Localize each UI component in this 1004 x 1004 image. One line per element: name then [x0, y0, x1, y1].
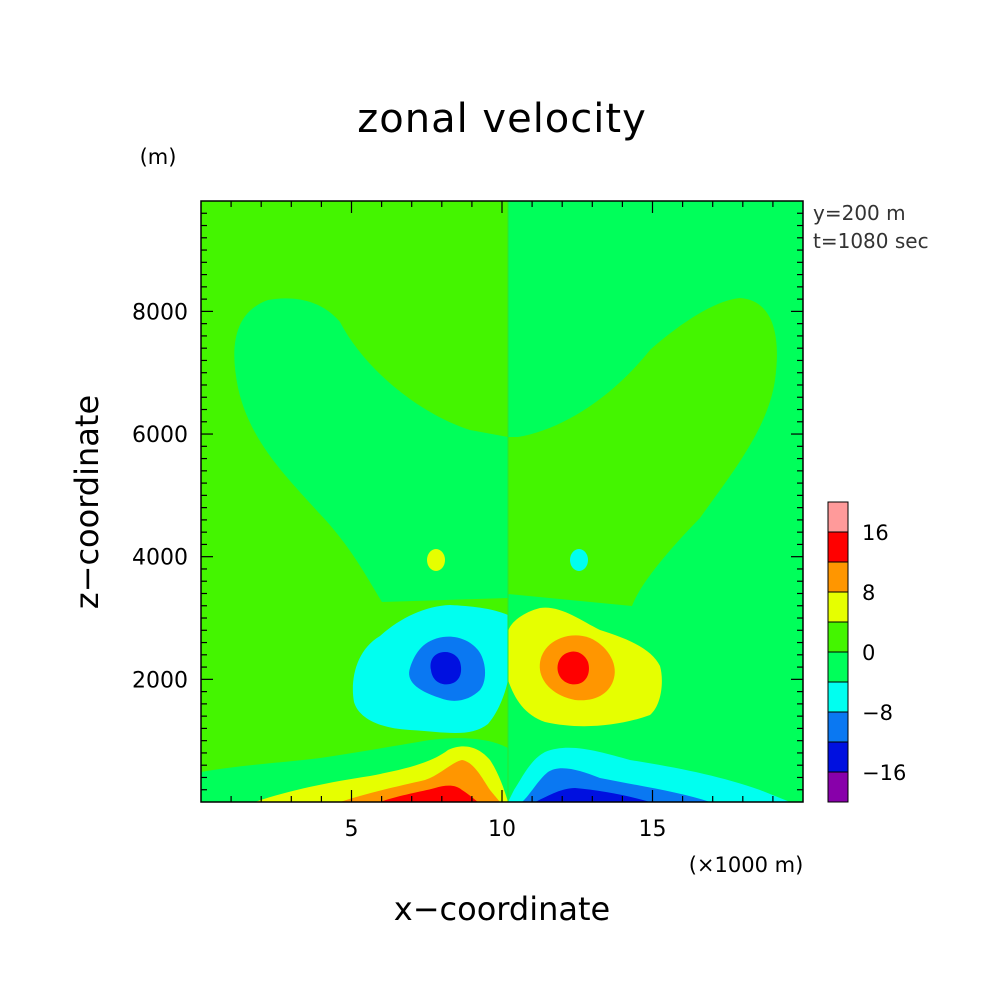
colorbar-swatch — [827, 711, 849, 743]
y-axis-label: z−coordinate — [68, 395, 106, 609]
colorbar-swatch — [827, 561, 849, 593]
annotation-time: t=1080 sec — [813, 229, 929, 253]
colorbar-tick-label: −8 — [862, 701, 893, 725]
x-axis-label: x−coordinate — [394, 890, 610, 928]
chart-title: zonal velocity — [357, 96, 647, 142]
contour-region-right-wing — [508, 298, 777, 606]
y-tick-label: 4000 — [132, 546, 188, 571]
colorbar-tick-label: 16 — [862, 521, 889, 545]
x-tick-label: 15 — [639, 817, 667, 842]
contour-region-bottom-right-darkblue — [535, 788, 650, 802]
colorbar-swatch — [827, 591, 849, 623]
y-tick-label: 6000 — [132, 423, 188, 448]
colorbar-tick-label: −16 — [862, 761, 906, 785]
x-tick-label: 5 — [345, 817, 359, 842]
colorbar-swatch — [827, 771, 849, 803]
contour-region-right-core — [557, 651, 589, 685]
colorbar-swatch — [827, 531, 849, 563]
contour-region-right-blob — [570, 549, 588, 571]
contour-region-left-blob — [427, 549, 445, 571]
contour-field — [201, 201, 803, 802]
axis-ticks — [201, 201, 803, 802]
colorbar-tick-label: 8 — [862, 581, 875, 605]
contour-region-left-core — [430, 652, 462, 685]
colorbar-swatch — [827, 621, 849, 653]
colorbar-swatch — [827, 681, 849, 713]
y-axis-unit: (m) — [140, 145, 177, 169]
colorbar-tick-label: 0 — [862, 641, 875, 665]
y-tick-label: 8000 — [132, 300, 188, 325]
y-tick-label: 2000 — [132, 668, 188, 693]
colorbar-swatch — [827, 651, 849, 683]
x-axis-unit: (×1000 m) — [689, 853, 804, 877]
colorbar-swatch — [827, 741, 849, 773]
colorbar-labels: −16 −8 0 8 16 — [862, 521, 906, 785]
x-tick-labels: 5 10 15 — [345, 817, 667, 842]
contour-region-left-wing — [234, 298, 509, 602]
x-tick-label: 10 — [488, 817, 516, 842]
colorbar — [827, 501, 849, 803]
y-tick-labels: 2000 4000 6000 8000 — [132, 300, 188, 693]
contour-region-bottom-left-red — [380, 785, 478, 802]
colorbar-swatch — [827, 501, 849, 533]
annotation-y-position: y=200 m — [813, 201, 906, 225]
